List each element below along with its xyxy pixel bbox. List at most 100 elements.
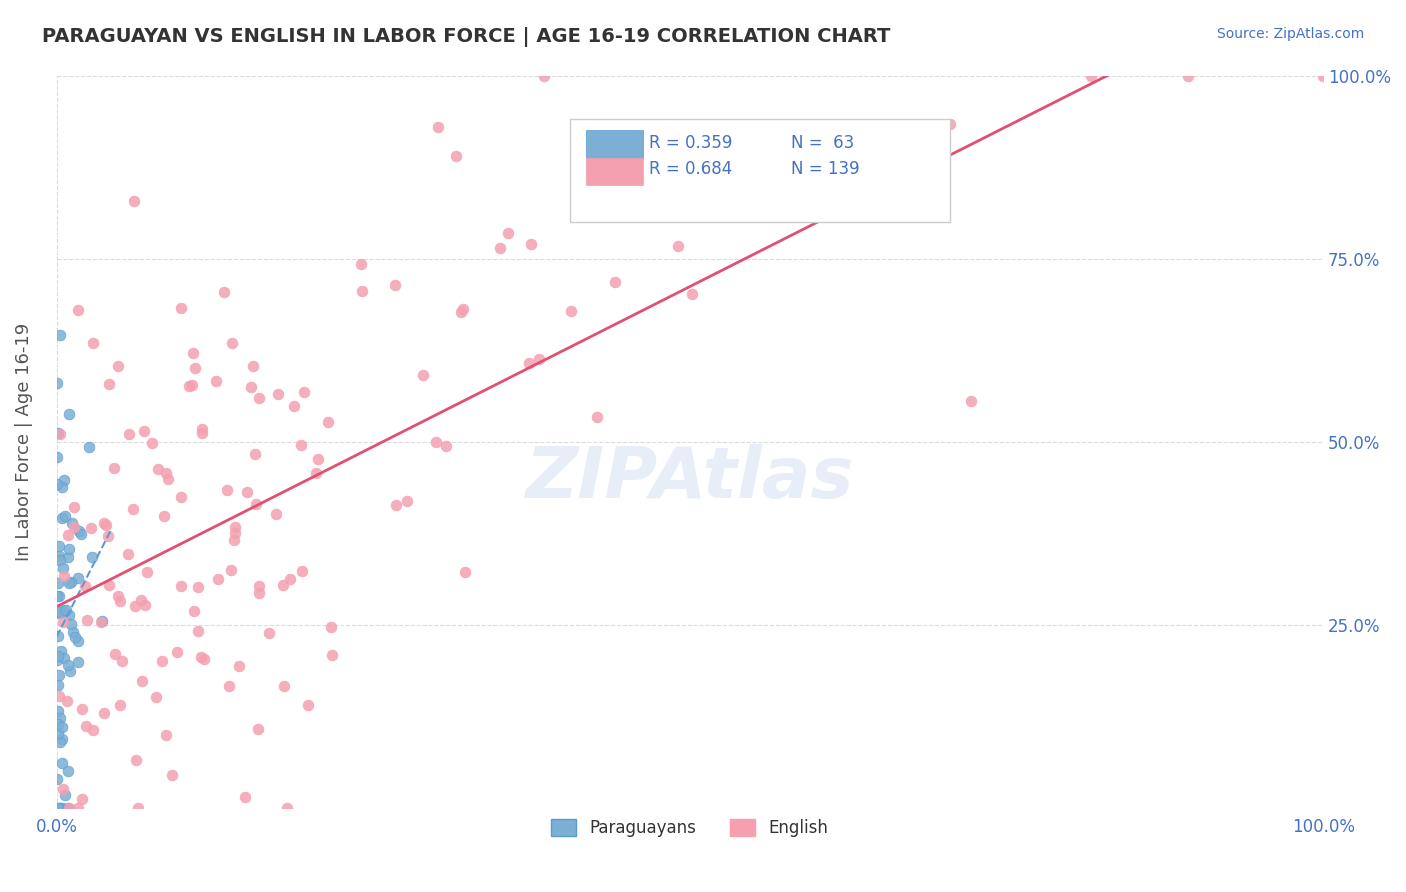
Point	[55, 603, 77, 617]
Point	[242, 359, 264, 374]
Point	[45, 653, 67, 667]
Point	[51, 756, 73, 770]
Point	[58, 657, 80, 672]
Point	[959, 393, 981, 408]
Point	[107, 359, 129, 373]
Point	[939, 117, 962, 131]
Point	[278, 572, 301, 586]
Point	[207, 572, 229, 586]
Point	[104, 647, 127, 661]
Point	[257, 625, 280, 640]
Point	[62, 625, 84, 640]
Point	[51, 510, 73, 524]
Point	[603, 275, 626, 289]
Point	[49, 606, 72, 620]
Point	[66, 801, 89, 815]
Point	[49, 426, 72, 441]
Point	[148, 461, 170, 475]
Point	[352, 284, 374, 298]
Point	[305, 467, 328, 481]
Point	[53, 651, 76, 665]
Point	[46, 705, 69, 719]
Point	[190, 649, 212, 664]
FancyBboxPatch shape	[586, 130, 643, 159]
Point	[48, 540, 70, 554]
Point	[218, 680, 240, 694]
Text: ZIPAtlas: ZIPAtlas	[526, 444, 853, 513]
Point	[187, 624, 209, 639]
Point	[46, 716, 69, 731]
Point	[46, 772, 69, 786]
Point	[124, 599, 146, 613]
Point	[52, 603, 75, 617]
Point	[247, 392, 270, 406]
Point	[243, 447, 266, 461]
Point	[181, 346, 204, 360]
Text: R = 0.359: R = 0.359	[650, 134, 733, 152]
Point	[190, 426, 212, 441]
Point	[93, 516, 115, 531]
Point	[46, 725, 69, 739]
Point	[152, 654, 174, 668]
Point	[586, 409, 609, 424]
Point	[49, 644, 72, 658]
Point	[77, 440, 100, 454]
Point	[249, 586, 271, 600]
Point	[193, 651, 215, 665]
Point	[221, 336, 243, 351]
Point	[307, 452, 329, 467]
Point	[46, 425, 69, 440]
Point	[246, 722, 269, 736]
Point	[183, 604, 205, 618]
Point	[160, 768, 183, 782]
Point	[93, 706, 115, 720]
Text: PARAGUAYAN VS ENGLISH IN LABOR FORCE | AGE 16-19 CORRELATION CHART: PARAGUAYAN VS ENGLISH IN LABOR FORCE | A…	[42, 27, 890, 46]
Point	[48, 630, 70, 644]
Point	[94, 518, 117, 533]
Point	[131, 673, 153, 688]
Point	[224, 526, 246, 541]
Point	[127, 801, 149, 815]
Point	[517, 356, 540, 370]
Text: R = 0.684: R = 0.684	[650, 161, 733, 178]
Point	[155, 466, 177, 480]
Point	[53, 788, 76, 802]
Point	[666, 239, 689, 253]
Point	[1177, 69, 1199, 83]
Point	[283, 399, 305, 413]
Point	[48, 589, 70, 603]
Point	[412, 368, 434, 382]
Point	[98, 578, 121, 592]
Point	[297, 698, 319, 712]
Point	[239, 380, 262, 394]
Text: N =  63: N = 63	[792, 134, 855, 152]
Point	[266, 507, 288, 521]
Point	[52, 615, 75, 629]
Y-axis label: In Labor Force | Age 16-19: In Labor Force | Age 16-19	[15, 323, 32, 561]
Point	[219, 563, 242, 577]
Point	[62, 500, 84, 515]
Point	[49, 710, 72, 724]
Point	[56, 694, 79, 708]
Point	[212, 285, 235, 299]
Point	[233, 790, 256, 805]
Point	[66, 633, 89, 648]
Point	[45, 477, 67, 491]
Point	[273, 679, 295, 693]
Point	[56, 801, 79, 815]
Point	[824, 187, 846, 202]
Point	[135, 566, 157, 580]
Point	[107, 589, 129, 603]
Point	[46, 801, 69, 815]
Point	[63, 519, 86, 533]
Point	[51, 731, 73, 746]
Point	[49, 801, 72, 815]
Point	[53, 473, 76, 487]
Point	[110, 654, 132, 668]
Point	[53, 508, 76, 523]
Point	[122, 194, 145, 209]
Point	[82, 723, 104, 738]
Point	[56, 550, 79, 565]
Point	[108, 594, 131, 608]
Point	[245, 497, 267, 511]
